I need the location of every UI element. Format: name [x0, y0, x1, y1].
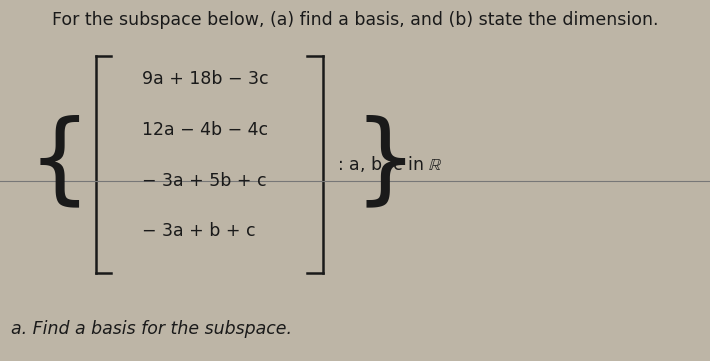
Text: $\{$: $\{$ — [27, 116, 80, 213]
Text: − 3a + 5b + c: − 3a + 5b + c — [142, 171, 267, 190]
Text: 9a + 18b − 3c: 9a + 18b − 3c — [142, 70, 268, 88]
Text: − 3a + b + c: − 3a + b + c — [142, 222, 256, 240]
Text: : a, b, c in $\mathbb{R}$: : a, b, c in $\mathbb{R}$ — [337, 154, 443, 174]
Text: 12a − 4b − 4c: 12a − 4b − 4c — [142, 121, 268, 139]
Text: For the subspace below, (a) find a basis, and (b) state the dimension.: For the subspace below, (a) find a basis… — [52, 11, 658, 29]
Text: a. Find a basis for the subspace.: a. Find a basis for the subspace. — [11, 319, 292, 338]
Text: $\}$: $\}$ — [354, 116, 406, 213]
